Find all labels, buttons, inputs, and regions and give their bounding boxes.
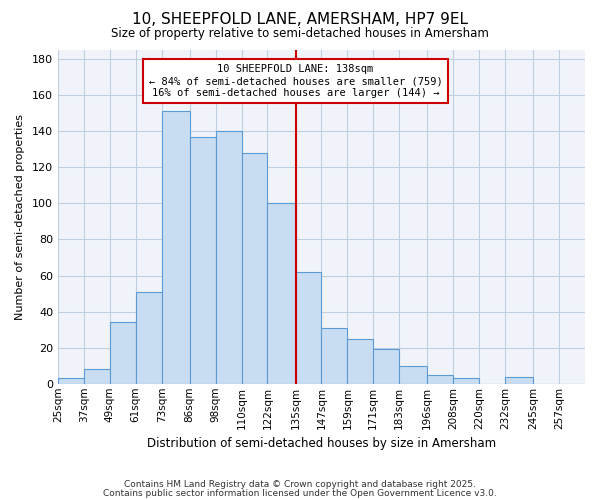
- Bar: [84, 370, 110, 384]
- Bar: [58, 378, 84, 384]
- X-axis label: Distribution of semi-detached houses by size in Amersham: Distribution of semi-detached houses by …: [147, 437, 496, 450]
- Text: Contains HM Land Registry data © Crown copyright and database right 2025.: Contains HM Land Registry data © Crown c…: [124, 480, 476, 489]
- Text: Size of property relative to semi-detached houses in Amersham: Size of property relative to semi-detach…: [111, 28, 489, 40]
- Bar: [268, 204, 296, 384]
- Bar: [296, 272, 322, 384]
- Bar: [161, 112, 190, 384]
- Bar: [110, 322, 136, 384]
- Text: Contains public sector information licensed under the Open Government Licence v3: Contains public sector information licen…: [103, 488, 497, 498]
- Bar: [427, 374, 453, 384]
- Bar: [136, 292, 161, 384]
- Text: 10 SHEEPFOLD LANE: 138sqm
← 84% of semi-detached houses are smaller (759)
16% of: 10 SHEEPFOLD LANE: 138sqm ← 84% of semi-…: [149, 64, 442, 98]
- Bar: [453, 378, 479, 384]
- Text: 10, SHEEPFOLD LANE, AMERSHAM, HP7 9EL: 10, SHEEPFOLD LANE, AMERSHAM, HP7 9EL: [132, 12, 468, 28]
- Bar: [373, 350, 399, 384]
- Y-axis label: Number of semi-detached properties: Number of semi-detached properties: [15, 114, 25, 320]
- Bar: [322, 328, 347, 384]
- Bar: [399, 366, 427, 384]
- Bar: [347, 338, 373, 384]
- Bar: [190, 136, 215, 384]
- Bar: [242, 153, 268, 384]
- Bar: [505, 376, 533, 384]
- Bar: [215, 131, 242, 384]
